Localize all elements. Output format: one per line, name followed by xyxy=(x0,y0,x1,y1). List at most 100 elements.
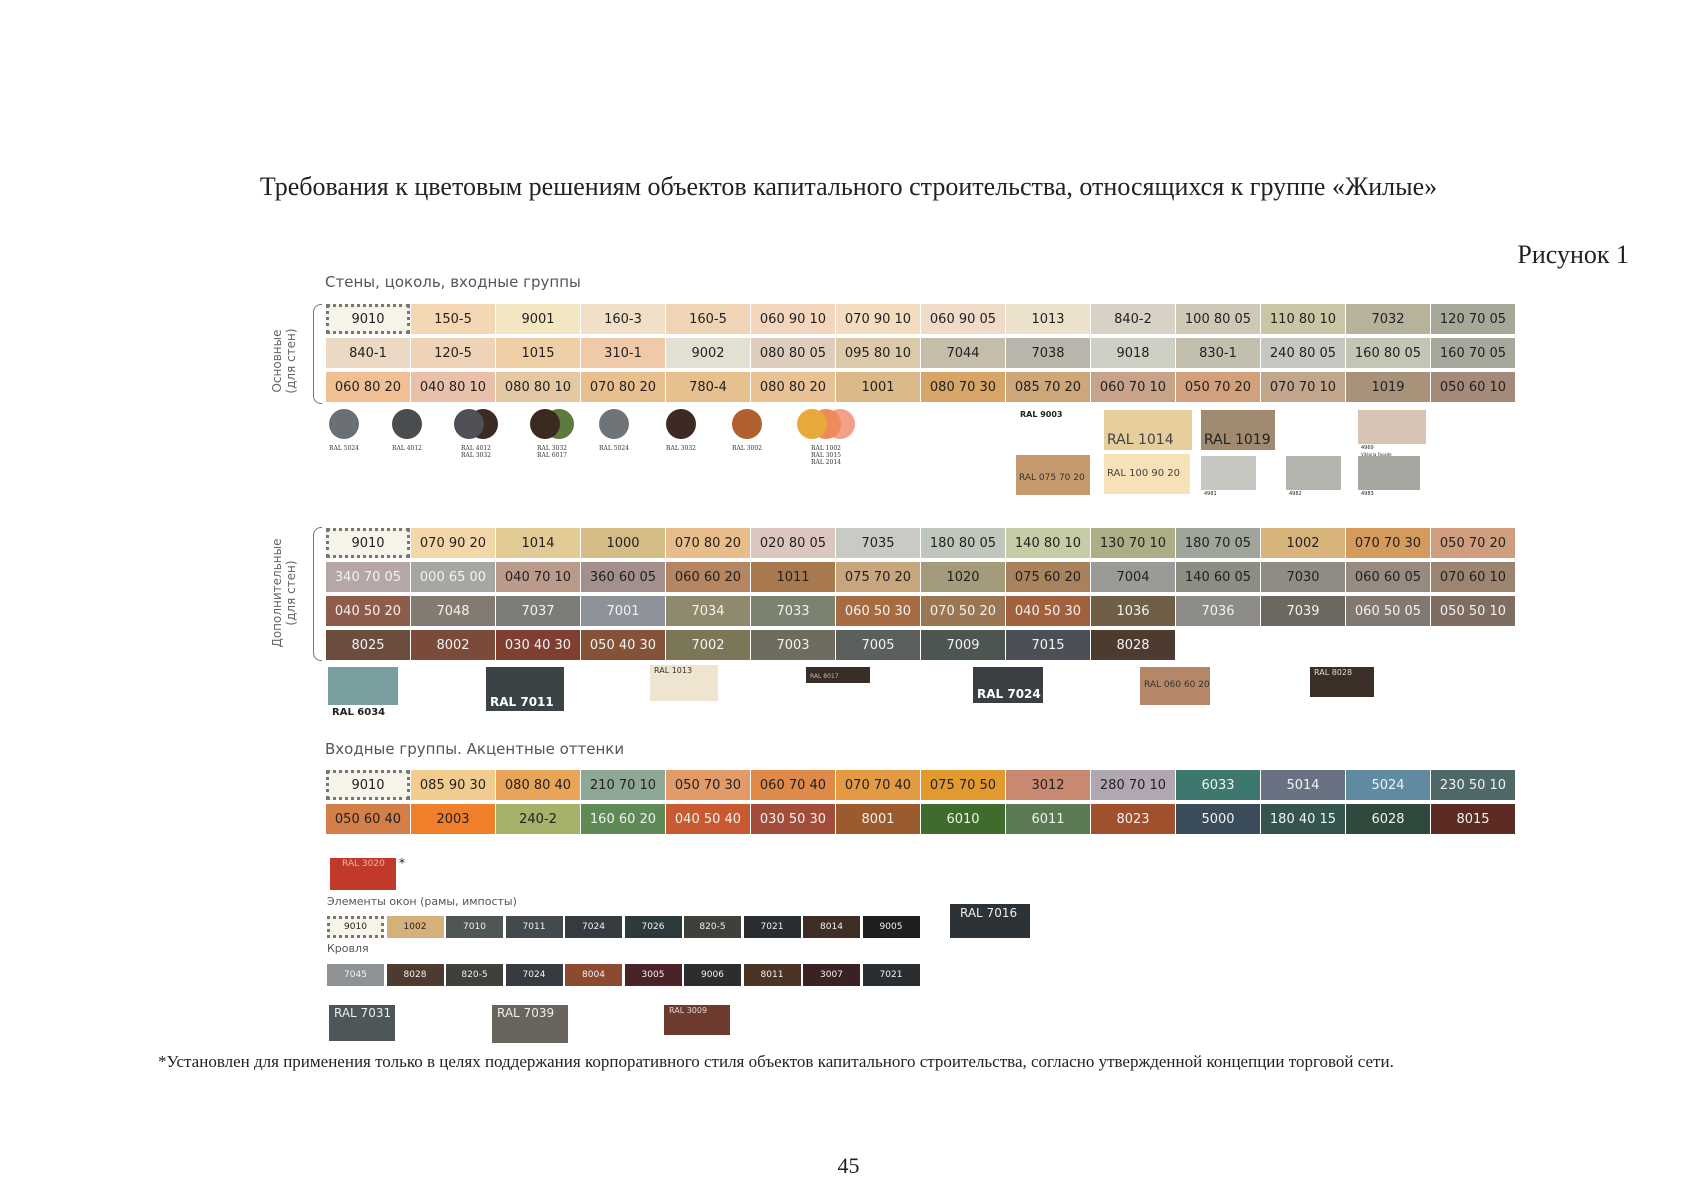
additional-wall-swatch: 070 50 20 xyxy=(921,596,1005,626)
main-wall-swatch: 080 80 10 xyxy=(496,372,580,402)
main-wall-swatch: 780-4 xyxy=(666,372,750,402)
ral-swatch xyxy=(650,665,718,701)
main-wall-swatch: 080 80 20 xyxy=(751,372,835,402)
paint-circle xyxy=(666,409,696,439)
main-wall-swatch: 060 90 10 xyxy=(751,304,835,334)
additional-wall-swatch: 075 60 20 xyxy=(1006,562,1090,592)
ral-swatch xyxy=(1358,410,1426,444)
ral-swatch xyxy=(1310,667,1374,697)
main-wall-swatch: 120 70 05 xyxy=(1431,304,1515,334)
ral-swatch xyxy=(1104,454,1190,494)
ral-tag-label: RAL 7024 xyxy=(977,687,1041,701)
main-wall-swatch: 7038 xyxy=(1006,338,1090,368)
additional-wall-swatch: 070 60 10 xyxy=(1431,562,1515,592)
main-wall-swatch: 830-1 xyxy=(1176,338,1260,368)
main-wall-swatch: 150-5 xyxy=(411,304,495,334)
ral-swatch xyxy=(1104,410,1192,450)
section1-side-label: Основные (для стен) xyxy=(270,328,298,394)
additional-wall-swatch: 7037 xyxy=(496,596,580,626)
roof-swatch: 3005 xyxy=(624,964,682,986)
ral-swatch xyxy=(664,1005,730,1035)
ral-tag-label: RAL 7031 xyxy=(334,1006,392,1020)
ral-tag-label: RAL 3009 xyxy=(669,1006,708,1015)
main-wall-swatch: 840-1 xyxy=(326,338,410,368)
main-wall-swatch: 9010 xyxy=(326,304,410,334)
additional-wall-swatch: 1011 xyxy=(751,562,835,592)
ral-swatch xyxy=(950,904,1030,938)
additional-wall-swatch: 7034 xyxy=(666,596,750,626)
entrance-accent-swatch: 240-2 xyxy=(496,804,580,834)
roof-swatch: 8011 xyxy=(743,964,801,986)
roof-swatch: 7024 xyxy=(505,964,563,986)
ral-tag-label: RAL 1014 xyxy=(1107,432,1174,448)
ral-tag-label: RAL 100 90 20 xyxy=(1107,468,1181,479)
ral-swatch xyxy=(1201,456,1256,490)
additional-wall-swatch: 8028 xyxy=(1091,630,1175,660)
main-wall-swatch: 240 80 05 xyxy=(1261,338,1345,368)
main-wall-swatch: 050 60 10 xyxy=(1431,372,1515,402)
additional-wall-swatch: 7003 xyxy=(751,630,835,660)
roof-heading: Кровля xyxy=(327,942,369,955)
ral-swatch xyxy=(1286,456,1341,490)
entrance-accent-swatch: 6033 xyxy=(1176,770,1260,800)
ral-tag: RAL 9003 xyxy=(1020,410,1063,419)
ral-tag-label: RAL 7039 xyxy=(497,1006,555,1020)
additional-wall-swatch: 7030 xyxy=(1261,562,1345,592)
circle-label: RAL 4012 xyxy=(391,445,422,452)
ral-tag-label: 4969 xyxy=(1361,445,1374,451)
ral-tag-label: RAL 6034 xyxy=(332,707,386,718)
entrance-accent-swatch: 2003 xyxy=(411,804,495,834)
circle-label: RAL 5024 xyxy=(598,445,629,452)
ral-swatch xyxy=(330,858,396,890)
entrance-accent-swatch: 8001 xyxy=(836,804,920,834)
main-wall-swatch: 085 70 20 xyxy=(1006,372,1090,402)
ral-tag-label: RAL 7011 xyxy=(490,695,554,709)
section2-side-label: Дополнительные (для стен) xyxy=(270,538,298,648)
window-swatch: 7010 xyxy=(446,916,503,938)
window-swatch: 1002 xyxy=(386,916,444,938)
main-wall-swatch: 040 80 10 xyxy=(411,372,495,402)
window-swatch: 8014 xyxy=(803,916,860,938)
ral-tag-label: RAL 060 60 20 xyxy=(1144,680,1210,690)
main-wall-swatch: 095 80 10 xyxy=(836,338,920,368)
main-wall-swatch: 060 70 10 xyxy=(1091,372,1175,402)
ral-tag-label: RAL 3020 xyxy=(342,859,385,869)
additional-wall-swatch: 7004 xyxy=(1091,562,1175,592)
entrance-accent-swatch: 030 50 30 xyxy=(751,804,835,834)
additional-wall-swatch: 050 40 30 xyxy=(581,630,665,660)
ral-tag-sublabel: Viktoria Facade xyxy=(1361,452,1392,457)
additional-wall-swatch: 075 70 20 xyxy=(836,562,920,592)
additional-wall-swatch: 7039 xyxy=(1261,596,1345,626)
window-swatch: 7021 xyxy=(743,916,801,938)
additional-wall-swatch: 000 65 00 xyxy=(411,562,495,592)
additional-wall-swatch: 040 50 30 xyxy=(1006,596,1090,626)
paint-circle xyxy=(732,409,762,439)
entrance-accent-swatch: 9010 xyxy=(326,770,410,800)
roof-swatch: 9006 xyxy=(684,964,741,986)
additional-wall-swatch: 7015 xyxy=(1006,630,1090,660)
paint-circle xyxy=(530,409,560,439)
additional-wall-swatch: 1000 xyxy=(581,528,665,558)
additional-wall-swatch: 070 80 20 xyxy=(666,528,750,558)
paint-circle xyxy=(392,409,422,439)
ral-tag-label: RAL 1019 xyxy=(1204,432,1271,448)
additional-wall-swatch: 7009 xyxy=(921,630,1005,660)
main-wall-swatch: 080 80 05 xyxy=(751,338,835,368)
roof-swatch: 7021 xyxy=(862,964,920,986)
main-wall-swatch: 9002 xyxy=(666,338,750,368)
circle-label: RAL 3032 xyxy=(665,445,696,452)
additional-wall-swatch: 8025 xyxy=(326,630,410,660)
additional-wall-swatch: 140 80 10 xyxy=(1006,528,1090,558)
ral-tag-label: RAL 8028 xyxy=(1314,668,1353,677)
entrance-accent-swatch: 3012 xyxy=(1006,770,1090,800)
additional-wall-swatch: 180 80 05 xyxy=(921,528,1005,558)
additional-wall-swatch: 7005 xyxy=(836,630,920,660)
roof-swatch: 7045 xyxy=(327,964,384,986)
main-wall-swatch: 100 80 05 xyxy=(1176,304,1260,334)
main-wall-swatch: 1013 xyxy=(1006,304,1090,334)
main-wall-swatch: 070 90 10 xyxy=(836,304,920,334)
entrance-accent-swatch: 5000 xyxy=(1176,804,1260,834)
footnote-marker: * xyxy=(399,856,405,870)
main-wall-swatch: 080 70 30 xyxy=(921,372,1005,402)
paint-circle xyxy=(329,409,359,439)
